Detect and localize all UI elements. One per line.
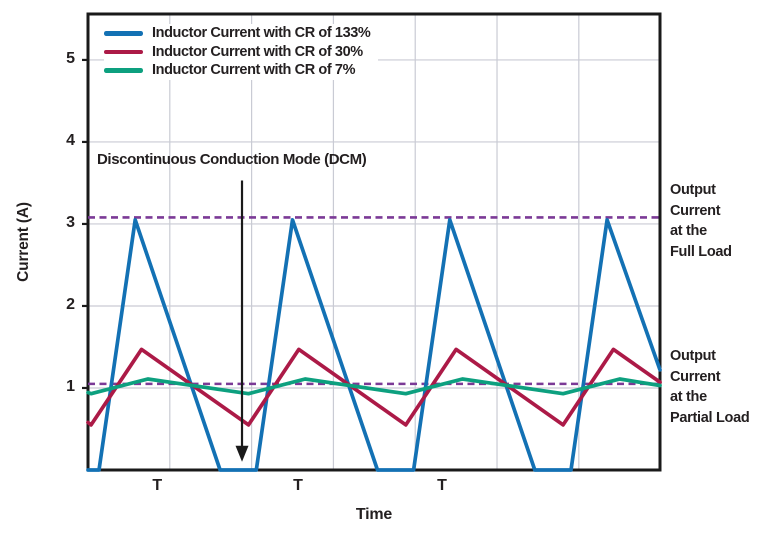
x-tick-label: T xyxy=(152,477,163,494)
y-tick-label: 5 xyxy=(66,49,75,67)
legend-item: Inductor Current with CR of 133% xyxy=(104,24,379,43)
waveform-line xyxy=(86,347,662,427)
dcm-annotation-text: Discontinuous Conduction Mode (DCM) xyxy=(97,151,367,168)
y-tick-label: 3 xyxy=(66,213,75,231)
legend-item: Inductor Current with CR of 30% xyxy=(104,42,379,62)
legend-swatch xyxy=(104,49,143,55)
dcm-arrow-head xyxy=(235,445,249,462)
full-load-reference-label: Output Current at the Full Load xyxy=(670,182,732,260)
x-axis-title: Time xyxy=(355,506,393,523)
legend-item: Inductor Current with CR of 7% xyxy=(104,61,379,80)
y-tick-label: 4 xyxy=(66,131,75,149)
x-tick-label: T xyxy=(437,477,447,494)
x-tick-label: T xyxy=(293,477,303,494)
y-tick-label: 2 xyxy=(66,295,75,313)
plot-border xyxy=(86,12,662,472)
legend-swatch xyxy=(104,68,143,73)
waveform-line xyxy=(86,377,662,396)
waveform-line xyxy=(86,218,662,472)
y-tick-label: 1 xyxy=(66,377,75,395)
legend-label: Inductor Current with CR of 133% xyxy=(152,25,371,42)
y-axis-title: Current (A) xyxy=(15,202,32,282)
legend-label: Inductor Current with CR of 7% xyxy=(152,62,356,79)
partial-load-reference-label: Output Current at the Partial Load xyxy=(670,348,750,426)
legend-swatch xyxy=(104,31,143,36)
legend-label: Inductor Current with CR of 30% xyxy=(152,43,363,60)
legend: Inductor Current with CR of 133% Inductor… xyxy=(104,24,379,80)
